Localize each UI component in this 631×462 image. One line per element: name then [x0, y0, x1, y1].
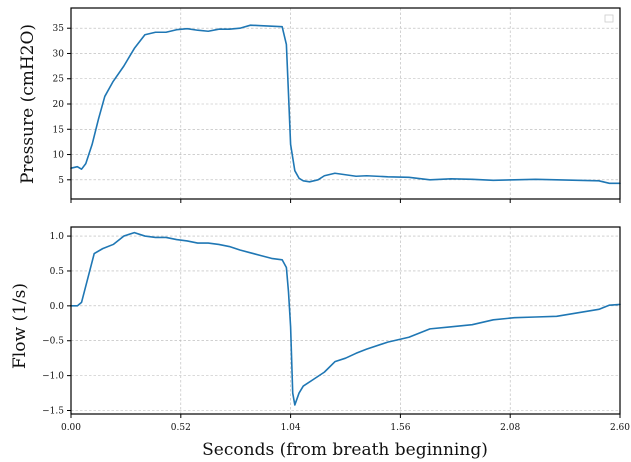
pressure-line: [70, 24, 621, 185]
pressure-y-tick-label: 5: [58, 176, 64, 186]
pressure-series: [70, 24, 621, 185]
flow-panel: 0.00 0.52 1.04 1.56 2.08 2.60 −1.5 −1.0 −0.5 0.0 0…: [10, 226, 630, 460]
pressure-panel: 5 10 15 20 25 30 35 Pressure (cmH2O): [18, 7, 621, 203]
flow-y-tick-label: −1.0: [42, 372, 64, 382]
flow-x-tick-label: 1.04: [281, 423, 301, 433]
flow-y-tick-label: 0.5: [50, 267, 65, 277]
pressure-y-tick-label: 30: [53, 49, 65, 59]
flow-x-tick-label: 0.00: [61, 423, 81, 433]
pressure-y-tick-label: 35: [53, 24, 65, 34]
flow-y-axis-label: Flow (1/s): [10, 283, 30, 369]
flow-grid: [70, 227, 621, 414]
flow-x-tick-label: 2.60: [610, 423, 630, 433]
pressure-y-tick-label: 25: [53, 75, 65, 85]
pressure-legend-box: [604, 14, 614, 23]
flow-ticks: 0.00 0.52 1.04 1.56 2.08 2.60 −1.5 −1.0 −0.5 0.0 0…: [42, 232, 630, 433]
flow-series: [70, 231, 621, 406]
flow-x-tick-label: 1.56: [390, 423, 410, 433]
x-axis-label: Seconds (from breath beginning): [202, 440, 488, 460]
pressure-y-tick-label: 15: [53, 125, 65, 135]
pressure-plot-frame: [70, 7, 621, 200]
flow-y-tick-label: −0.5: [42, 337, 64, 347]
flow-y-tick-label: 1.0: [50, 232, 65, 242]
flow-y-tick-label: 0.0: [50, 302, 65, 312]
flow-y-tick-label: −1.5: [42, 407, 64, 417]
flow-x-tick-label: 0.52: [171, 423, 191, 433]
pressure-y-axis-label: Pressure (cmH2O): [18, 24, 38, 184]
flow-plot-frame: [70, 226, 621, 415]
pressure-y-tick-label: 20: [53, 100, 65, 110]
flow-x-tick-label: 2.08: [500, 423, 520, 433]
flow-line: [70, 231, 621, 406]
pressure-ticks: 5 10 15 20 25 30 35: [53, 24, 621, 203]
pressure-y-tick-label: 10: [53, 151, 65, 161]
